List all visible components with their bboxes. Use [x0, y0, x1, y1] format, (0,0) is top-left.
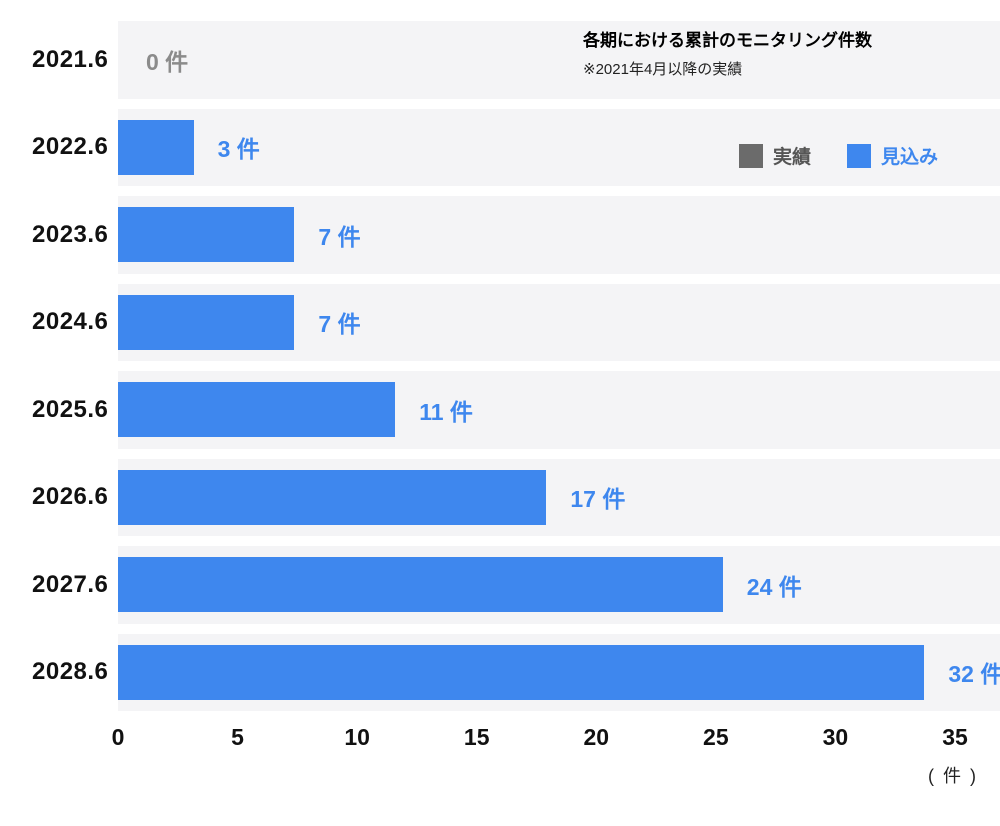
y-axis-label: 2025.6 [32, 395, 109, 423]
y-axis-label: 2027.6 [32, 570, 109, 598]
y-axis-label: 2024.6 [32, 308, 109, 336]
bar [118, 119, 194, 175]
y-axis-label: 2023.6 [32, 220, 109, 248]
x-axis-tick: 35 [942, 724, 968, 750]
bar-value-label: 24 件 [746, 573, 802, 600]
plot-area: 0 件 [118, 16, 1000, 104]
x-axis-tick: 25 [703, 724, 729, 750]
legend-swatch-forecast [846, 143, 871, 168]
bar-value-label: 7 件 [318, 311, 361, 338]
bar-value-label: 7 件 [318, 223, 361, 250]
x-axis-tick: 5 [231, 724, 244, 750]
bar [118, 557, 723, 612]
bar-value-label: 17 件 [570, 486, 626, 513]
bar-value-label: 32 件 [948, 661, 1000, 688]
plot-area: 17 件 [118, 454, 1000, 542]
bar-value-label: 11 件 [419, 398, 473, 425]
bar-row: 2027.6 24 件 [0, 541, 1000, 629]
bar-row: 2028.6 32 件 [0, 629, 1000, 717]
x-axis: 0 5 10 15 20 25 30 35 [112, 724, 968, 758]
y-axis-label: 2028.6 [32, 658, 109, 686]
plot-area: 11 件 [118, 366, 1000, 454]
legend-item-forecast: 見込み [846, 142, 938, 169]
bar [118, 644, 925, 700]
bar [118, 382, 396, 437]
bar-row: 2026.6 17 件 [0, 454, 1000, 542]
legend: 実績 見込み [738, 142, 938, 169]
legend-item-actual: 実績 [738, 142, 811, 169]
x-axis-tick: 0 [111, 724, 125, 750]
legend-label-actual: 実績 [772, 147, 811, 168]
plot-area: 7 件 [118, 279, 1000, 367]
bar [118, 207, 295, 262]
x-axis-tick: 30 [822, 724, 849, 750]
row-band [118, 21, 1000, 99]
plot-area: 32 件 [118, 629, 1000, 717]
bar-rows: 2021.6 0 件 2022.6 3 件 2023.6 7 件 2024.6 7 件 2025… [0, 16, 1000, 716]
bar-row: 2025.6 11 件 [0, 366, 1000, 454]
x-axis-tick: 15 [463, 724, 490, 750]
bar-row: 2024.6 7 件 [0, 279, 1000, 367]
x-axis-tick: 10 [344, 724, 370, 750]
bar-row: 2021.6 0 件 [0, 16, 1000, 104]
y-axis-label: 2026.6 [32, 483, 109, 511]
plot-area: 24 件 [118, 541, 1000, 629]
chart-title: 各期における累計のモニタリング件数 [583, 31, 872, 50]
bar [118, 294, 295, 350]
bar-value-label: 3 件 [217, 136, 260, 163]
y-axis-label: 2021.6 [32, 45, 109, 73]
y-axis-label: 2022.6 [32, 133, 109, 161]
bar-value-label: 0 件 [146, 48, 189, 75]
axis-unit-label: ( 件 ) [928, 766, 978, 786]
chart-annotation: 各期における累計のモニタリング件数 ※2021年4月以降の実績 [583, 28, 958, 82]
legend-swatch-actual [738, 143, 763, 168]
bar [118, 469, 547, 525]
plot-area: 7 件 [118, 191, 1000, 279]
plot-area: 3 件 [118, 104, 1000, 192]
x-axis-tick: 20 [583, 724, 610, 750]
bar-row: 2023.6 7 件 [0, 191, 1000, 279]
chart-note: ※2021年4月以降の実績 [583, 60, 743, 78]
legend-label-forecast: 見込み [880, 147, 938, 168]
